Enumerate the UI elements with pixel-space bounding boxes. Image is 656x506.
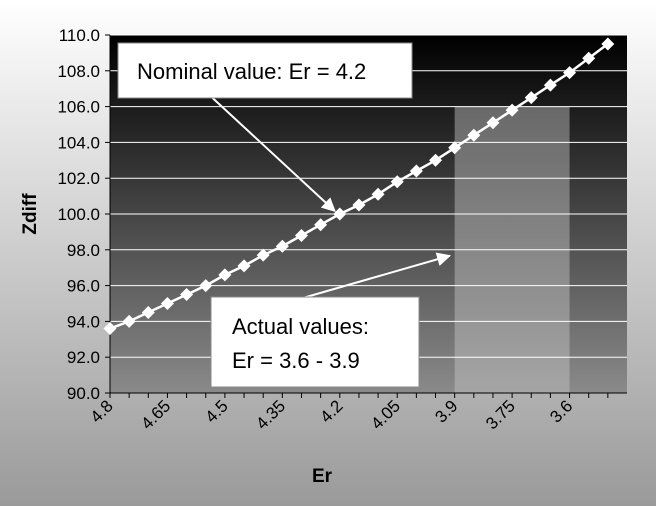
data-point	[505, 103, 519, 117]
data-point	[333, 207, 347, 221]
nominal-value-arrow	[204, 90, 336, 212]
data-point	[199, 279, 213, 293]
actual-values-callout-line-2: Er = 3.6 - 3.9	[232, 348, 360, 373]
data-point	[467, 128, 481, 142]
data-point	[275, 239, 289, 253]
y-tick-label: 94.0	[67, 312, 100, 331]
y-tick-label: 96.0	[67, 277, 100, 296]
y-tick-label: 92.0	[67, 348, 100, 367]
data-point	[486, 116, 500, 130]
y-tick-label: 90.0	[67, 384, 100, 403]
actual-values-callout-box	[210, 296, 420, 388]
data-point	[314, 218, 328, 232]
data-point	[601, 37, 615, 51]
nominal-value-callout-text: Nominal value: Er = 4.2	[137, 59, 366, 84]
data-point	[237, 259, 251, 273]
data-point	[256, 248, 270, 262]
data-point	[352, 198, 366, 212]
nominal-value-callout-box	[117, 42, 413, 99]
y-tick-label: 110.0	[59, 26, 100, 45]
y-tick-label: 106.0	[57, 98, 100, 117]
y-axis-ticks: 90.0 92.0 94.0 96.0 98.0 100.0 102.0 104.0 106.0…	[57, 26, 110, 403]
data-point	[218, 268, 232, 282]
data-point	[180, 288, 194, 302]
y-axis-title: Zdiff	[20, 193, 41, 235]
data-point	[409, 164, 423, 178]
y-tick-label: 108.0	[57, 62, 100, 81]
series-markers	[103, 37, 615, 336]
data-point	[563, 66, 577, 80]
data-point	[294, 228, 308, 242]
actual-values-callout-line-1: Actual values:	[232, 314, 369, 339]
data-point	[429, 153, 443, 167]
y-tick-label: 100.0	[57, 205, 100, 224]
data-point	[371, 187, 385, 201]
data-point	[543, 78, 557, 92]
data-point	[448, 141, 462, 155]
y-tick-label: 102.0	[57, 169, 100, 188]
y-tick-label: 98.0	[67, 241, 100, 260]
data-point	[141, 305, 155, 319]
data-point	[524, 91, 538, 105]
x-axis-title: Er	[312, 466, 333, 487]
actual-values-arrow	[281, 252, 452, 305]
data-point	[160, 297, 174, 310]
data-point	[103, 322, 117, 336]
data-point	[390, 175, 404, 189]
data-point	[582, 51, 596, 65]
y-tick-label: 104.0	[57, 133, 100, 152]
data-point	[122, 314, 136, 328]
